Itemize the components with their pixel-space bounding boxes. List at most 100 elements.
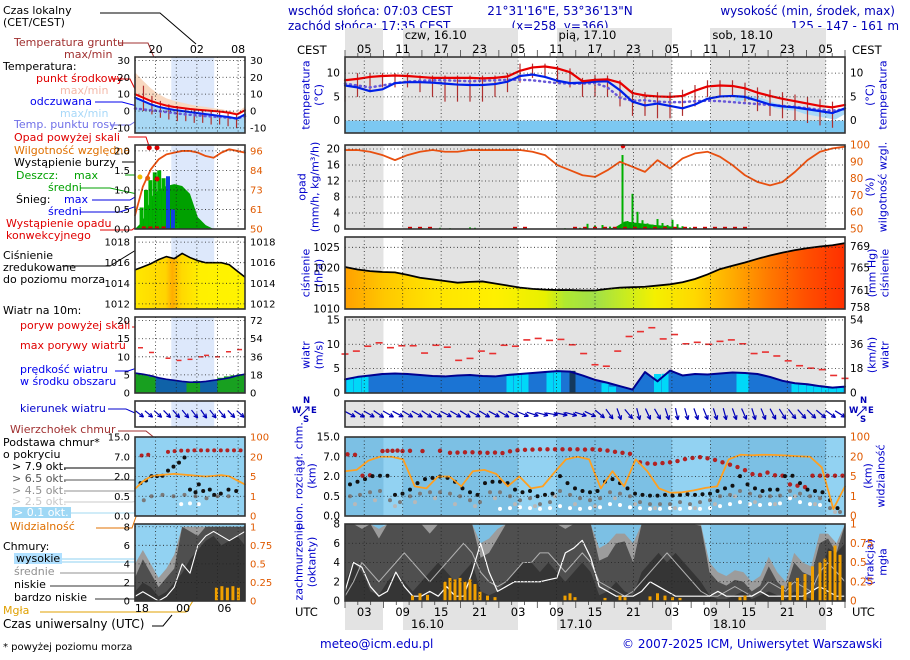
axis-hour-label: 09 — [395, 605, 411, 619]
mini-axis-hour-label: 08 — [231, 43, 246, 56]
legend-feels-like-maxmin: max/min — [60, 107, 109, 120]
axis-hour-label: 05 — [356, 42, 372, 56]
ylabel-visibility-right: (km) widzialność — [861, 444, 887, 508]
temperature-legend-chart: -10 -10 0 0 10 10 20 20 30 30 — [114, 56, 267, 135]
svg-text:1016: 1016 — [105, 258, 130, 269]
legend-temperature-heading: Temperatura: — [3, 60, 77, 73]
svg-text:10: 10 — [250, 90, 263, 101]
legend-ground-temp: Temperatura gruntu — [14, 36, 125, 49]
svg-text:765: 765 — [850, 262, 870, 274]
svg-text:1014: 1014 — [250, 279, 275, 290]
svg-text:16: 16 — [327, 160, 341, 172]
legend-storm: Wystąpienie burzy — [14, 156, 116, 169]
svg-text:0.25: 0.25 — [250, 578, 272, 589]
mini-axis-hour-label: 18 — [134, 602, 149, 615]
legend-wind-speed-1: prędkość wiatru — [20, 363, 108, 376]
svg-text:73: 73 — [250, 185, 263, 196]
legend-humidity: Wilgotność względna — [14, 144, 131, 157]
svg-text:15: 15 — [117, 334, 130, 345]
svg-text:54: 54 — [250, 334, 263, 345]
axis-hour-label: 09 — [549, 605, 564, 619]
axis-hour-label: 11 — [549, 42, 564, 56]
svg-text:15.0: 15.0 — [317, 432, 340, 444]
ylabel-precip-left: opad (mm/h, kg/m³/h) — [295, 141, 321, 233]
svg-text:2.0: 2.0 — [114, 146, 130, 157]
svg-text:1010: 1010 — [313, 304, 340, 316]
svg-text:1018: 1018 — [105, 238, 130, 249]
svg-text:1012: 1012 — [250, 299, 275, 310]
mini-top-axis: 20 02 08 — [135, 43, 246, 56]
wind-legend-chart: 0 0 5 18 10 36 15 54 20 72 — [117, 316, 262, 399]
svg-text:1025: 1025 — [313, 242, 340, 254]
svg-text:72: 72 — [250, 316, 263, 327]
svg-text:30: 30 — [250, 56, 263, 67]
svg-text:1.0: 1.0 — [114, 185, 130, 196]
svg-text:769: 769 — [850, 241, 870, 253]
svg-text:0.0: 0.0 — [114, 512, 130, 523]
ylabel-humidity-right: (%) wilgotność wzgl. — [863, 141, 889, 233]
svg-text:0: 0 — [124, 389, 130, 400]
legend-clouds-mid: średnie — [14, 565, 55, 578]
svg-text:36: 36 — [850, 339, 864, 351]
cloud-cover-fog-chart: 0 0 2 0.25 4 0.5 6 0.75 8 1 — [333, 519, 873, 608]
pressure-legend-chart: 1012 1012 1014 1014 1016 1016 1018 1018 — [105, 236, 275, 310]
mini-axis-hour-label: 02 — [189, 43, 204, 56]
legend-cloud-base-1: Podstawa chmur* — [3, 436, 100, 449]
legend-feels-like: odczuwana — [30, 95, 92, 108]
legend-local-time-tz: (CET/CEST) — [3, 16, 65, 29]
svg-text:4: 4 — [124, 559, 130, 570]
svg-text:1015: 1015 — [313, 283, 340, 295]
axis-hour-label: 23 — [626, 42, 641, 56]
svg-text:0.5: 0.5 — [114, 492, 130, 503]
svg-text:90: 90 — [850, 156, 863, 168]
legend-visibility: Widzialność — [10, 520, 75, 533]
axis-hour-label: 23 — [472, 42, 487, 56]
svg-text:10: 10 — [327, 339, 340, 351]
axis-hour-label: 17 — [587, 42, 603, 56]
axis-day-label: sob, 18.10 — [712, 28, 773, 42]
legend-midpoint-temp: punkt środkowy — [36, 72, 124, 85]
axis-hour-label: 15 — [741, 605, 757, 619]
axis-hour-label: 23 — [779, 42, 795, 56]
mini-axis-hour-label: 00 — [176, 602, 191, 615]
axis-hour-label: 09 — [703, 605, 718, 619]
axis-hour-label: 05 — [818, 42, 834, 56]
svg-text:20: 20 — [117, 316, 130, 327]
legend-clouds-heading: Chmury: — [3, 540, 50, 553]
svg-text:1: 1 — [250, 492, 256, 503]
svg-text:0: 0 — [850, 388, 857, 400]
axis-date-label: 16.10 — [411, 617, 444, 631]
svg-text:4: 4 — [333, 557, 340, 569]
cloud-extent-visibility-chart: 0.0 0 0.5 1 2.0 5 7.0 20 15.0 100 — [317, 432, 870, 523]
svg-text:12: 12 — [327, 176, 340, 188]
legend-ground-temp-maxmin: max/min — [64, 48, 113, 61]
svg-text:0.5: 0.5 — [250, 559, 266, 570]
footnote: * powyżej poziomu morza — [3, 642, 133, 653]
legend-snow: Śnieg: — [16, 193, 51, 206]
legend-pressure-1: Ciśnienie — [3, 249, 54, 262]
svg-text:96: 96 — [250, 146, 263, 157]
svg-text:54: 54 — [850, 314, 864, 326]
legend-midpoint-maxmin: max/min — [60, 84, 109, 97]
tz-label-bottom-left: UTC — [295, 605, 318, 619]
svg-text:100: 100 — [850, 140, 870, 152]
legend-cloud-base-2: o pokryciu — [3, 448, 61, 461]
svg-text:0: 0 — [333, 115, 340, 127]
axis-hour-label: 05 — [510, 42, 526, 56]
contact-email-link[interactable]: meteo@icm.edu.pl — [320, 637, 434, 651]
svg-text:0: 0 — [250, 597, 256, 608]
axis-hour-label: 17 — [433, 42, 449, 56]
svg-text:-10: -10 — [250, 123, 266, 134]
axis-hour-label: 21 — [626, 605, 641, 619]
svg-text:0.5: 0.5 — [850, 557, 867, 569]
svg-text:7.0: 7.0 — [323, 451, 340, 463]
axis-hour-label: 11 — [395, 42, 411, 56]
top-ruler — [344, 50, 846, 57]
svg-text:1: 1 — [250, 522, 256, 533]
svg-text:0: 0 — [250, 512, 256, 523]
svg-text:36: 36 — [250, 352, 263, 363]
axis-hour-label: 15 — [587, 605, 603, 619]
svg-text:1016: 1016 — [250, 258, 275, 269]
temperature-chart: 0 0 5 5 10 10 — [327, 56, 863, 134]
svg-text:5: 5 — [333, 91, 340, 103]
